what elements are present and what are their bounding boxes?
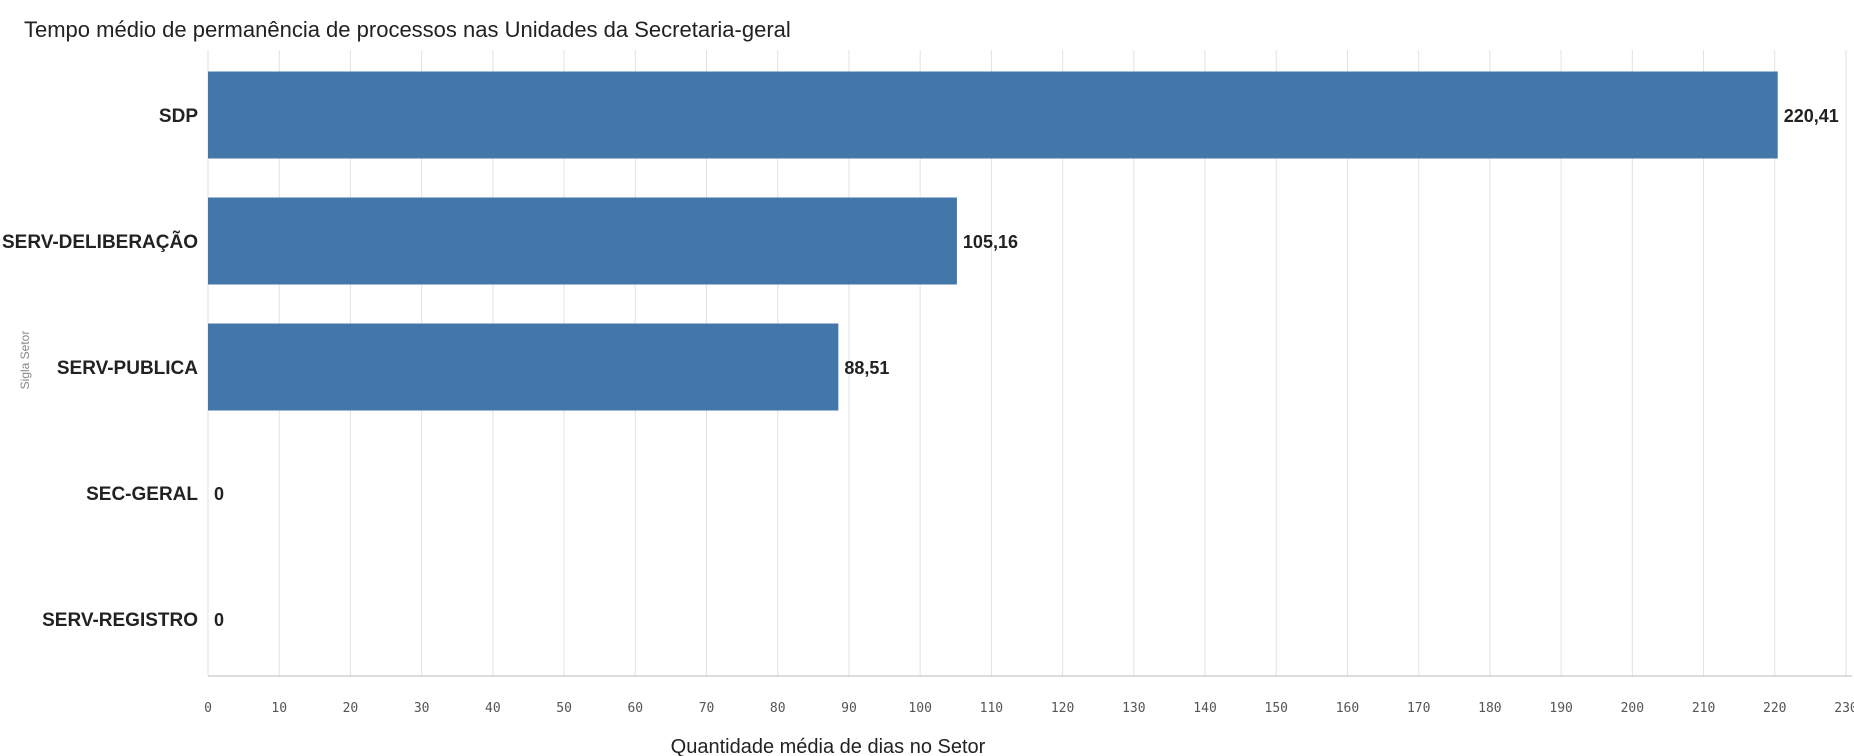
- x-tick-label: 200: [1621, 701, 1644, 716]
- category-label: SERV-DELIBERAÇÃO: [2, 231, 198, 253]
- x-tick-label: 60: [627, 701, 643, 716]
- x-tick-label: 120: [1051, 701, 1074, 716]
- category-labels: SDP SERV-DELIBERAÇÃO SERV-PUBLICA SEC-GERAL…: [2, 106, 198, 631]
- x-tick-label: 110: [980, 701, 1003, 716]
- x-tick-label: 40: [485, 701, 501, 716]
- x-tick-label: 0: [204, 701, 212, 716]
- x-tick-label: 30: [414, 701, 430, 716]
- x-tick-label: 50: [556, 701, 572, 716]
- value-label: 105,16: [963, 232, 1018, 252]
- value-label: 0: [214, 484, 224, 504]
- x-tick-label: 80: [770, 701, 786, 716]
- bar[interactable]: [208, 323, 839, 411]
- x-tick-label: 160: [1336, 701, 1359, 716]
- x-tick-label: 70: [699, 701, 715, 716]
- value-label: 88,51: [844, 358, 889, 378]
- x-tick-label: 20: [343, 701, 359, 716]
- x-tick-label: 150: [1265, 701, 1288, 716]
- value-label: 0: [214, 610, 224, 630]
- category-label: SEC-GERAL: [86, 484, 198, 505]
- x-tick-label: 210: [1692, 701, 1715, 716]
- value-labels: 220,41 105,16 88,51 0 0: [214, 106, 1839, 630]
- category-label: SERV-REGISTRO: [42, 610, 198, 631]
- bars: [208, 71, 1778, 411]
- x-tick-label: 170: [1407, 701, 1430, 716]
- x-tick-label: 90: [841, 701, 857, 716]
- x-tick-label: 100: [908, 701, 931, 716]
- x-tick-label: 230: [1834, 701, 1854, 716]
- bar[interactable]: [208, 197, 957, 285]
- x-tick-labels: 0 10 20 30 40 50 60 70 80 90 100 110 120 130 140 150 160…: [204, 701, 1854, 716]
- x-tick-label: 140: [1193, 701, 1216, 716]
- x-tick-label: 180: [1478, 701, 1501, 716]
- x-tick-label: 220: [1763, 701, 1786, 716]
- x-tick-label: 190: [1549, 701, 1572, 716]
- bar[interactable]: [208, 71, 1778, 159]
- x-tick-label: 130: [1122, 701, 1145, 716]
- category-label: SERV-PUBLICA: [57, 358, 198, 379]
- y-axis-label: Sigla Setor: [18, 331, 32, 390]
- x-axis-label: Quantidade média de dias no Setor: [671, 736, 986, 756]
- x-tick-label: 10: [271, 701, 287, 716]
- value-label: 220,41: [1784, 106, 1839, 126]
- category-label: SDP: [159, 106, 198, 127]
- chart-title: Tempo médio de permanência de processos …: [24, 17, 791, 42]
